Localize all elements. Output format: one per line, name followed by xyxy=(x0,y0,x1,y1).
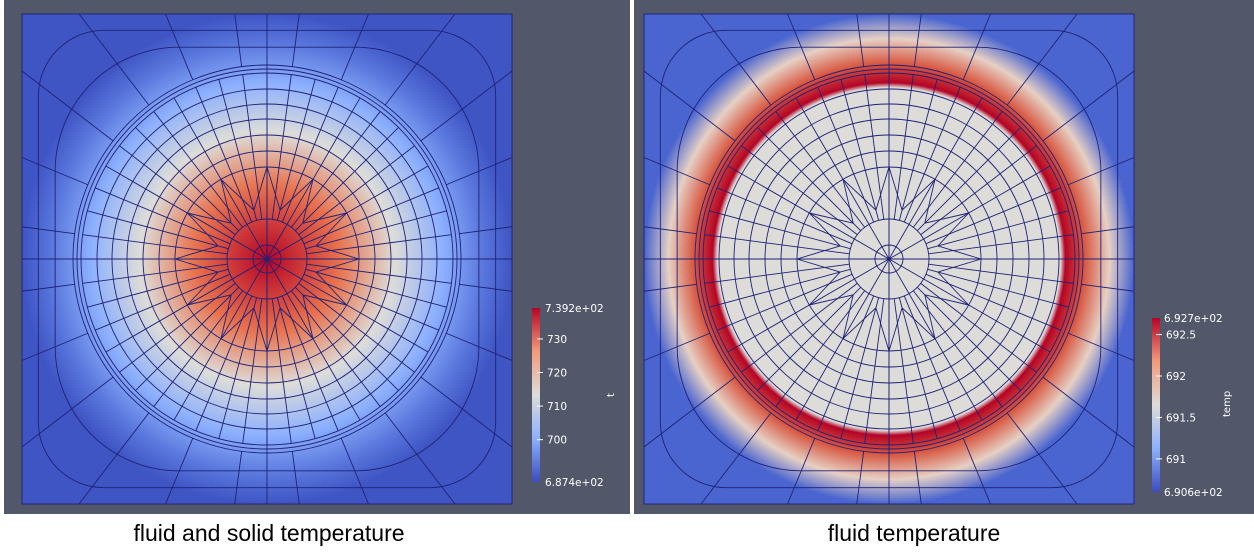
colorbar-tick-label: 710 xyxy=(547,401,567,413)
colorbar-title: t xyxy=(606,393,617,397)
render-fluid-and-solid: 7.392e+02 730 720 710 700 6.874e+02 t xyxy=(21,13,617,505)
colorbar-tick-label: 700 xyxy=(547,435,567,447)
colorbar-tick-label: 720 xyxy=(547,367,567,379)
colorbar-tick-label: 730 xyxy=(547,334,567,346)
render-fluid: 6.927e+02 692.5 692 691.5 691 6.906e+02 tem… xyxy=(643,13,1233,505)
colorbar-min-label: 6.874e+02 xyxy=(545,477,604,489)
caption-fluid-and-solid: fluid and solid temperature xyxy=(133,520,405,546)
colorbar-title: temp xyxy=(1222,391,1233,417)
colorbar-max-label: 6.927e+02 xyxy=(1164,313,1223,325)
colorbar-tick-label: 692.5 xyxy=(1166,330,1196,342)
colorbar-tick-label: 692 xyxy=(1166,371,1186,383)
colorbar-tick-label: 691 xyxy=(1166,454,1186,466)
colorbar-min-label: 6.906e+02 xyxy=(1164,487,1223,499)
colorbar-temp: 6.927e+02 692.5 692 691.5 691 6.906e+02 tem… xyxy=(1152,313,1233,499)
colorbar-gradient xyxy=(1152,318,1160,492)
caption-fluid: fluid temperature xyxy=(827,520,1001,546)
colorbar-tick-label: 691.5 xyxy=(1166,412,1196,424)
mesh-wireframe xyxy=(21,13,513,505)
viewport-fluid-and-solid[interactable]: 7.392e+02 730 720 710 700 6.874e+02 t xyxy=(4,0,630,514)
viewport-fluid[interactable]: 6.927e+02 692.5 692 691.5 691 6.906e+02 tem… xyxy=(634,0,1254,514)
colorbar-max-label: 7.392e+02 xyxy=(545,303,604,315)
colorbar-gradient xyxy=(532,308,540,482)
colorbar-t: 7.392e+02 730 720 710 700 6.874e+02 t xyxy=(532,303,617,489)
mesh-wireframe xyxy=(643,13,1135,505)
